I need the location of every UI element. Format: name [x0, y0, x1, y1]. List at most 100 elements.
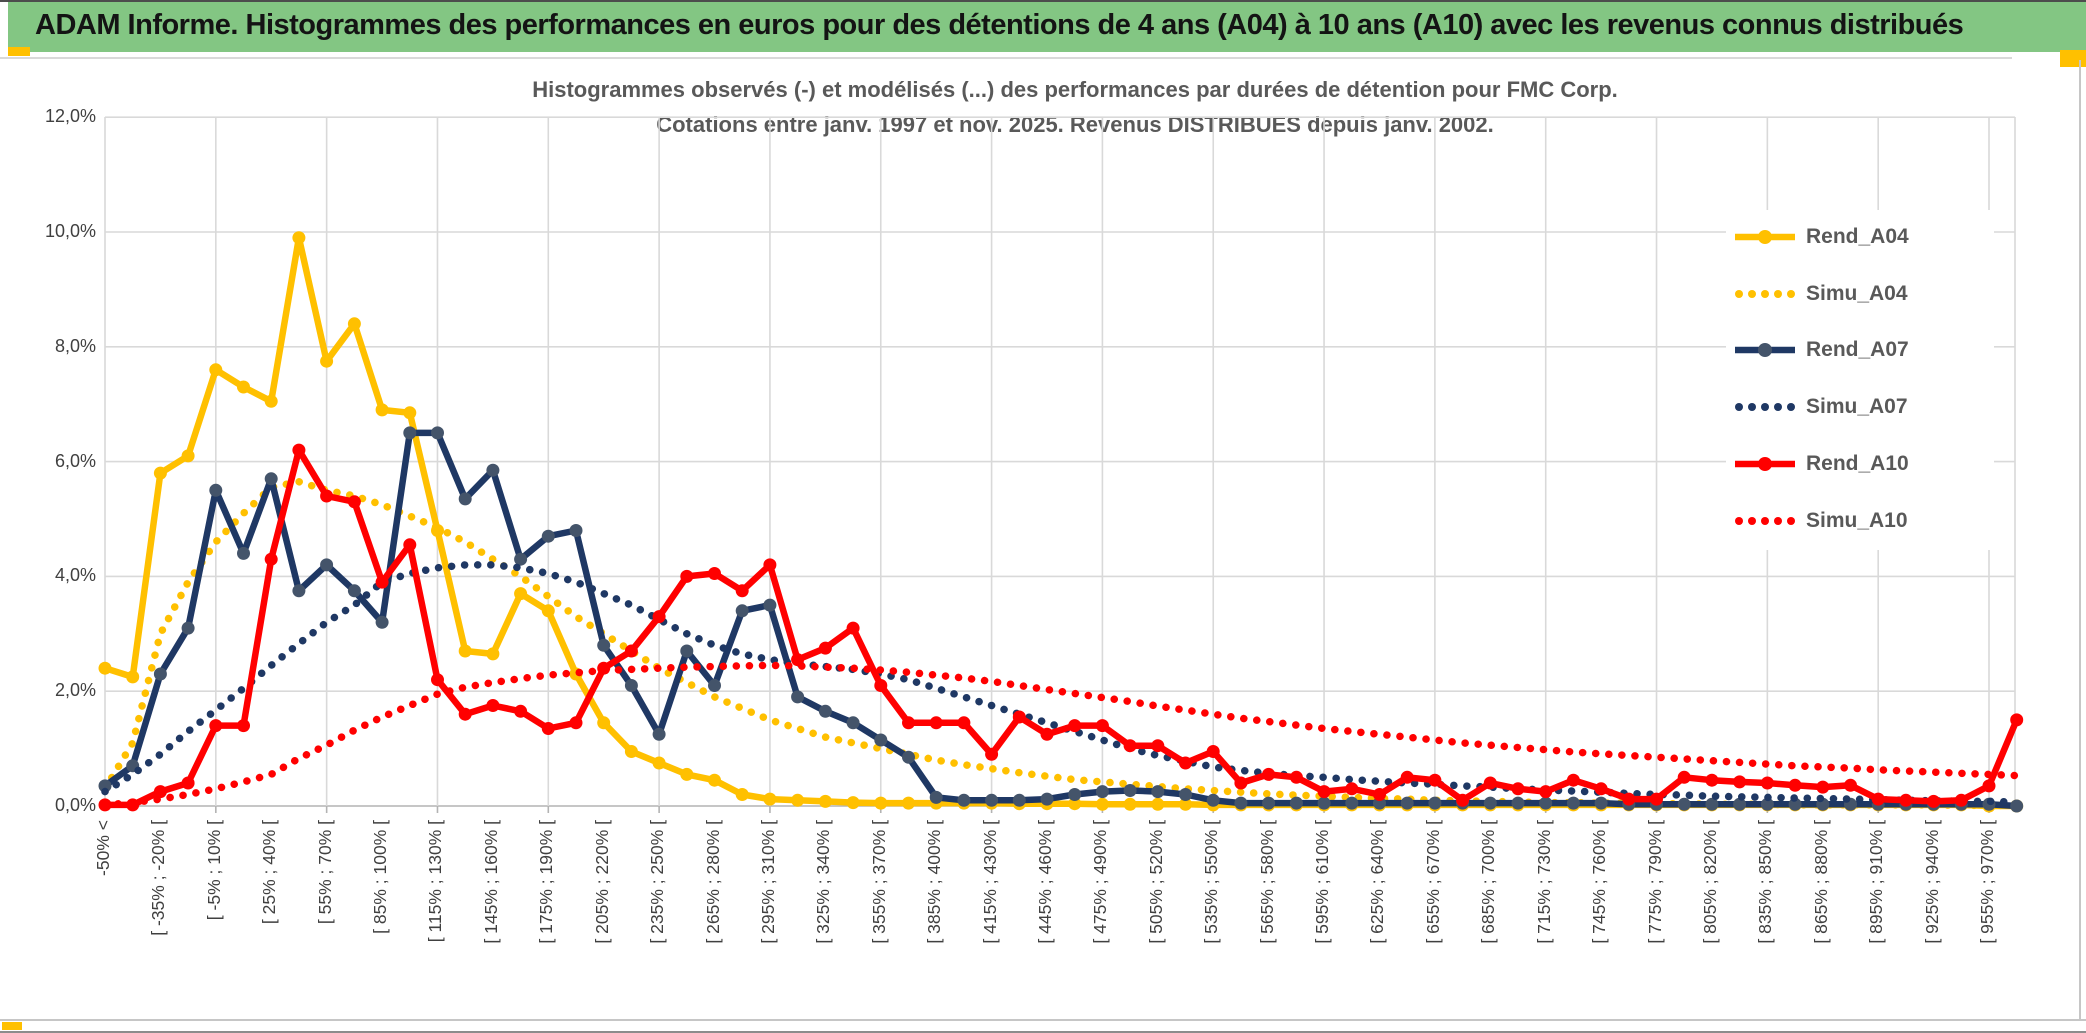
series-marker-rend_a04: [126, 670, 140, 684]
series-marker-rend_a10: [153, 785, 167, 799]
series-marker-rend_a10: [1871, 792, 1885, 806]
series-marker-rend_a07: [1760, 797, 1774, 811]
banner: ADAM Informe. Histogrammes des performan…: [8, 2, 2086, 52]
series-marker-rend_a07: [874, 733, 888, 747]
y-axis-tick-label: 6,0%: [54, 450, 96, 471]
x-axis-tick-label: [ 895% ; 910% [: [1866, 820, 1887, 944]
series-marker-rend_a04: [375, 403, 389, 417]
series-marker-rend_a07: [2010, 799, 2024, 813]
x-axis-tick-label: [ 625% ; 640% [: [1367, 820, 1388, 944]
series-marker-rend_a04: [237, 380, 250, 394]
series-marker-rend_a07: [1345, 796, 1359, 810]
series-marker-rend_a04: [1123, 797, 1137, 811]
series-marker-rend_a04: [708, 773, 721, 787]
series-marker-rend_a07: [375, 615, 389, 629]
legend-item-simu-a10[interactable]: Simu_A10: [1734, 506, 1908, 536]
x-axis-tick-label: [ 595% ; 610% [: [1312, 820, 1333, 944]
series-marker-rend_a10: [1788, 778, 1802, 792]
series-marker-rend_a04: [486, 647, 500, 661]
x-axis-tick-label: [ 205% ; 220% [: [591, 820, 612, 944]
series-marker-rend_a07: [1539, 796, 1553, 810]
series-marker-rend_a10: [1982, 779, 1996, 793]
series-marker-rend_a10: [1012, 710, 1026, 724]
x-axis-tick-label: [ -5% ; 10% [: [203, 820, 224, 921]
series-marker-rend_a10: [1927, 794, 1941, 808]
series-marker-rend_a04: [680, 767, 694, 781]
series-marker-rend_a07: [985, 793, 999, 807]
series-marker-rend_a04: [347, 317, 361, 331]
series-marker-rend_a07: [1705, 797, 1719, 811]
series-marker-rend_a04: [846, 796, 860, 810]
series-marker-rend_a10: [957, 716, 971, 730]
x-axis-tick-label: [ 115% ; 130% [: [425, 820, 446, 943]
series-marker-rend_a07: [902, 750, 915, 764]
x-axis-tick-label: [ 415% ; 430% [: [979, 820, 1000, 944]
x-axis-tick-label: [ -35% ; -20% [: [148, 820, 169, 936]
x-axis-tick-label: [ 565% ; 580% [: [1256, 820, 1277, 944]
series-marker-rend_a10: [237, 719, 250, 733]
legend-swatch-dotted-red: [1734, 512, 1796, 530]
page-bottom-border-inner: [0, 1019, 2086, 1021]
page-top-border: [0, 0, 2086, 2]
series-marker-rend_a07: [763, 598, 777, 612]
x-axis-tick-label: [ 775% ; 790% [: [1644, 820, 1665, 944]
series-marker-rend_a07: [624, 679, 638, 692]
series-marker-rend_a04: [458, 644, 472, 658]
series-marker-rend_a10: [1123, 739, 1137, 753]
series-marker-rend_a10: [1483, 776, 1497, 790]
legend-item-rend-a07[interactable]: Rend_A07: [1734, 335, 1909, 365]
x-axis-tick-label: [ 445% ; 460% [: [1035, 820, 1055, 944]
series-marker-rend_a07: [292, 584, 306, 598]
series-marker-rend_a10: [1206, 745, 1220, 758]
series-marker-rend_a07: [1179, 788, 1192, 801]
scrollbar-gold-accent: [2, 1022, 22, 1030]
series-marker-rend_a10: [708, 567, 721, 580]
legend-label: Simu_A04: [1806, 282, 1908, 305]
y-axis-tick-label: 12,0%: [44, 106, 96, 127]
series-marker-rend_a10: [1622, 792, 1636, 806]
series-marker-rend_a04: [791, 793, 805, 807]
series-marker-rend_a10: [541, 722, 555, 735]
banner-gold-accent-left: [8, 47, 30, 56]
legend-item-simu-a07[interactable]: Simu_A07: [1734, 392, 1908, 422]
series-marker-rend_a10: [1400, 770, 1414, 784]
x-axis-tick-label: [ 385% ; 400% [: [924, 820, 945, 944]
series-marker-rend_a10: [1262, 767, 1276, 781]
x-axis-tick-label: [ 535% ; 550% [: [1201, 820, 1222, 944]
series-marker-rend_a10: [1234, 776, 1248, 790]
series-marker-rend_a07: [1317, 796, 1331, 810]
series-marker-rend_a07: [1428, 796, 1442, 810]
series-marker-rend_a07: [1677, 797, 1691, 811]
series-line-rend_a07: [103, 429, 2017, 810]
legend-label: Simu_A07: [1806, 395, 1908, 418]
x-axis-tick-label: [ 55% ; 70% [: [314, 820, 335, 925]
series-marker-rend_a04: [98, 661, 112, 675]
series-marker-rend_a10: [1733, 775, 1747, 789]
series-marker-rend_a10: [1151, 739, 1165, 753]
series-marker-rend_a10: [209, 719, 223, 733]
series-marker-rend_a10: [1954, 793, 1968, 807]
legend-swatch-solid-red: [1734, 455, 1796, 473]
legend-item-simu-a04[interactable]: Simu_A04: [1734, 279, 1908, 309]
page-bottom-border-outer: [0, 1031, 2086, 1033]
series-marker-rend_a10: [874, 679, 888, 692]
series-marker-rend_a04: [320, 354, 334, 368]
banner-title: ADAM Informe. Histogrammes des performan…: [35, 9, 1964, 41]
series-marker-rend_a07: [791, 690, 805, 704]
legend-item-rend-a10[interactable]: Rend_A10: [1734, 449, 1909, 479]
legend-item-rend-a04[interactable]: Rend_A04: [1734, 222, 1909, 252]
x-axis-tick-label: [ 505% ; 520% [: [1145, 820, 1166, 944]
series-marker-rend_a10: [1179, 756, 1192, 770]
x-axis-tick-label: [ 265% ; 280% [: [702, 820, 723, 944]
x-axis-tick-label: [ 805% ; 820% [: [1699, 820, 1720, 944]
series-marker-rend_a07: [1594, 796, 1608, 810]
series-marker-rend_a10: [1289, 770, 1303, 784]
series-marker-rend_a07: [181, 621, 195, 635]
series-marker-rend_a10: [292, 443, 306, 457]
series-marker-rend_a07: [1151, 785, 1165, 799]
series-marker-rend_a04: [1068, 797, 1082, 811]
series-marker-rend_a10: [1899, 793, 1913, 807]
series-marker-rend_a10: [514, 704, 528, 718]
x-axis-tick-label: [ 175% ; 190% [: [536, 820, 557, 944]
series-marker-rend_a04: [902, 796, 915, 810]
